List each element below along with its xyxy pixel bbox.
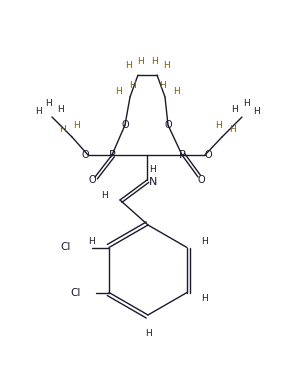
Text: H: H [137,57,143,65]
Text: O: O [121,120,129,130]
Text: H: H [130,81,136,89]
Text: H: H [159,81,165,89]
Text: H: H [73,120,79,130]
Text: P: P [109,150,115,160]
Text: O: O [164,120,172,130]
Text: H: H [144,328,151,338]
Text: H: H [45,99,51,108]
Text: H: H [57,104,64,114]
Text: Cl: Cl [71,288,81,297]
Text: O: O [81,150,89,160]
Text: H: H [35,107,41,115]
Text: H: H [115,87,121,96]
Text: H: H [243,99,249,108]
Text: H: H [88,237,95,246]
Text: H: H [202,237,208,246]
Text: H: H [174,87,180,96]
Text: H: H [102,191,108,200]
Text: P: P [178,150,185,160]
Text: H: H [253,107,259,115]
Text: H: H [59,124,65,134]
Text: H: H [215,120,221,130]
Text: H: H [231,104,237,114]
Text: H: H [149,165,155,173]
Text: Cl: Cl [61,242,71,253]
Text: H: H [164,61,170,69]
Text: N: N [149,177,157,187]
Text: O: O [204,150,212,160]
Text: O: O [197,175,205,185]
Text: H: H [125,61,131,69]
Text: H: H [152,57,158,65]
Text: H: H [202,294,208,303]
Text: H: H [229,124,235,134]
Text: O: O [88,175,96,185]
